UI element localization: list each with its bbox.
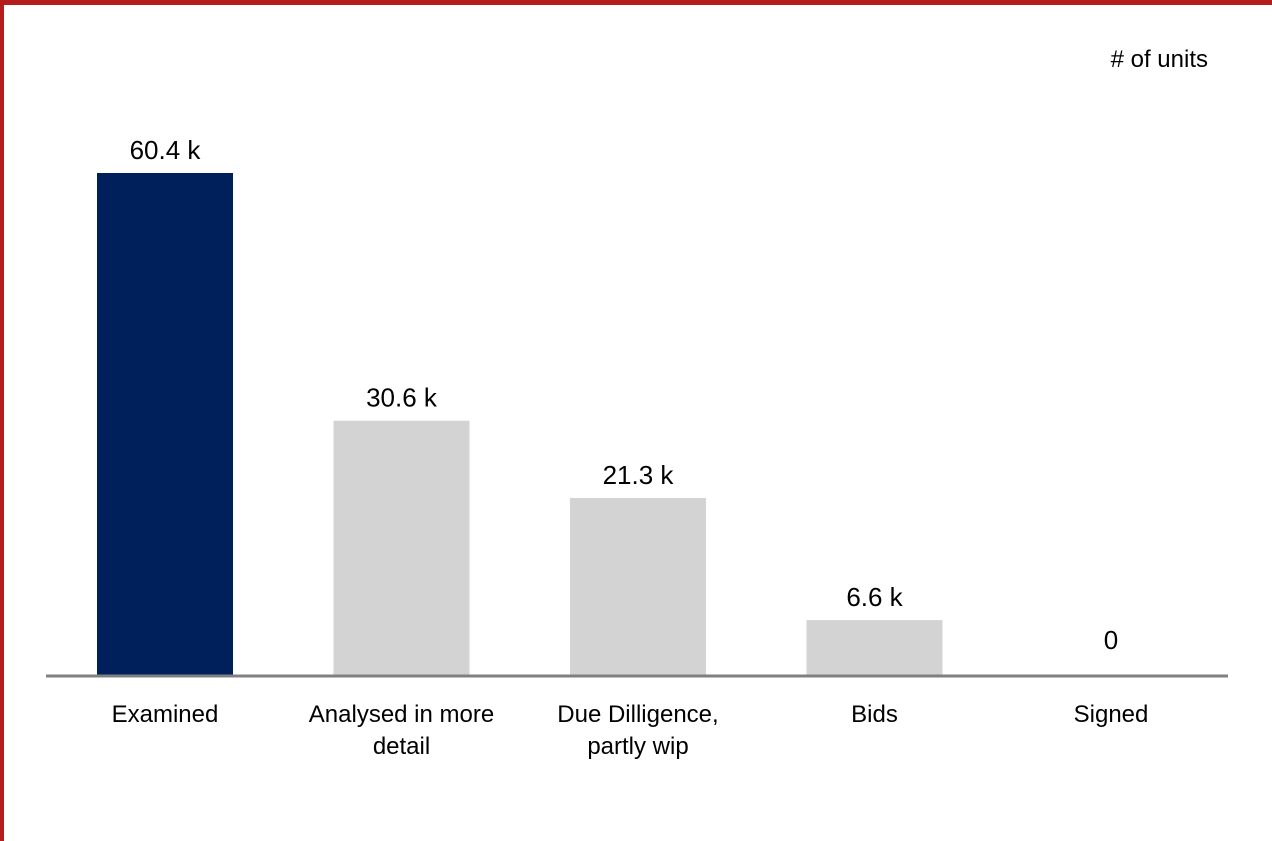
frame-top-border [0, 0, 1272, 5]
value-label-1: 30.6 k [366, 383, 438, 413]
category-label-2-line-1: partly wip [587, 733, 688, 760]
value-label-2: 21.3 k [603, 460, 675, 490]
category-label-2-line-0: Due Dilligence, [557, 701, 718, 728]
category-label-1-line-1: detail [373, 733, 430, 760]
category-label-1-line-0: Analysed in more [309, 701, 494, 728]
frame-left-border [0, 0, 4, 841]
bar-2 [570, 498, 706, 675]
bar-1 [333, 420, 470, 675]
value-label-3: 6.6 k [846, 582, 903, 612]
value-label-4: 0 [1104, 625, 1118, 655]
bar-0 [97, 173, 233, 675]
bar-3 [806, 620, 943, 675]
category-label-0-line-0: Examined [112, 701, 219, 728]
value-labels-layer: 60.4 k 30.6 k 21.3 k 6.6 k 0 [130, 135, 1119, 655]
category-label-3-line-0: Bids [851, 701, 898, 728]
category-labels-layer: Examined Analysed in more detail Due Dillig… [112, 701, 1149, 760]
value-label-0: 60.4 k [130, 135, 202, 165]
unit-label: # of units [1111, 46, 1208, 73]
category-label-4-line-0: Signed [1074, 701, 1149, 728]
bars-layer [97, 173, 943, 675]
